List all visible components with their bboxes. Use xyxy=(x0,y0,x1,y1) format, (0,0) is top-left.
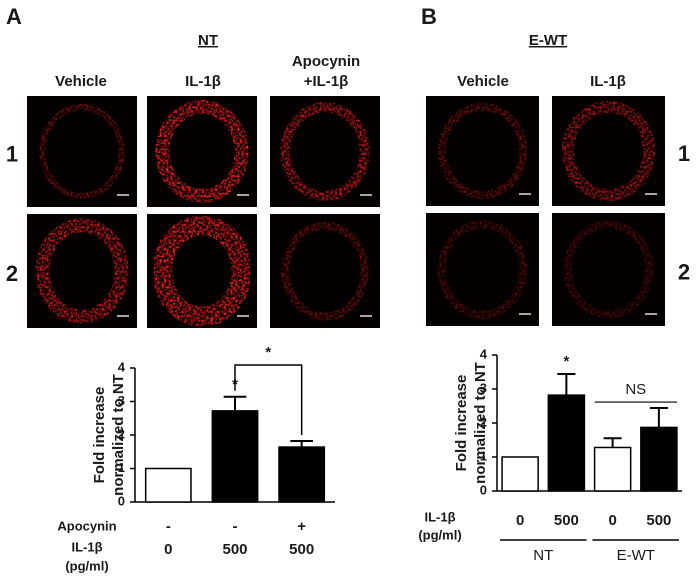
bar xyxy=(501,456,539,492)
bar xyxy=(547,394,586,492)
micrograph-stain xyxy=(437,220,528,319)
y-tick-label: 2 xyxy=(118,426,125,441)
vessel-ring xyxy=(563,220,654,319)
micrograph-stain xyxy=(35,218,129,324)
y-tick-label: 4 xyxy=(480,346,488,361)
micrograph-stain xyxy=(152,215,252,327)
vessel-ring xyxy=(152,215,252,327)
x-row-value: + xyxy=(297,518,306,535)
y-tick-label: 3 xyxy=(118,393,125,408)
y-tick-label: 1 xyxy=(480,448,487,463)
y-tick-label: 0 xyxy=(480,482,487,497)
vessel-ring xyxy=(437,220,528,319)
micrograph-stain xyxy=(280,102,370,201)
x-row-value: 0 xyxy=(608,512,616,529)
x-row-value: 500 xyxy=(554,512,579,529)
panel-label: A xyxy=(6,4,22,29)
bar xyxy=(640,426,678,492)
y-axis-label: Fold increase xyxy=(91,387,108,484)
y-tick-label: 1 xyxy=(118,460,125,475)
column-label: Vehicle xyxy=(55,73,107,90)
y-tick-label: 0 xyxy=(118,493,125,508)
bar xyxy=(211,410,259,503)
bar xyxy=(593,446,632,492)
x-row-value: 0 xyxy=(164,541,172,558)
vessel-ring xyxy=(155,100,249,203)
x-row-value: 500 xyxy=(646,512,671,529)
bar xyxy=(144,467,192,503)
micrograph-stain xyxy=(281,221,369,321)
x-row-value: 500 xyxy=(289,541,314,558)
vessel-ring xyxy=(281,221,369,321)
y-axis-label: normalized to NT xyxy=(110,374,127,496)
x-row-value: 500 xyxy=(222,541,247,558)
column-label: IL-1β xyxy=(185,73,221,90)
y-tick-label: 4 xyxy=(118,359,126,374)
ns-label: NS xyxy=(625,381,646,398)
vessel-ring xyxy=(437,103,528,199)
micrograph-stain xyxy=(155,100,249,203)
y-tick-label: 3 xyxy=(480,380,487,395)
significance-star: * xyxy=(265,344,271,361)
vessel-ring xyxy=(561,101,656,201)
row-label: 2 xyxy=(6,261,18,286)
micrograph-stain xyxy=(563,220,654,319)
micrograph-stain xyxy=(39,104,125,199)
micrograph-stain xyxy=(437,103,528,199)
column-label: IL-1β xyxy=(590,73,626,90)
group-label: NT xyxy=(198,32,218,49)
x-row-name: (pg/ml) xyxy=(418,527,461,542)
x-row-name: IL-1β xyxy=(424,509,455,524)
row-label: 2 xyxy=(678,259,690,284)
x-row-value: - xyxy=(166,518,171,535)
x-row-value: 0 xyxy=(516,512,524,529)
column-label: Apocynin xyxy=(292,53,360,70)
significance-bracket xyxy=(234,364,303,436)
bar xyxy=(278,446,326,503)
x-row-value: - xyxy=(233,518,238,535)
x-row-name: (pg/ml) xyxy=(65,558,108,573)
x-row-name: IL-1β xyxy=(71,539,102,554)
significance-star: * xyxy=(563,353,569,370)
vessel-ring xyxy=(35,218,129,324)
y-tick-label: 2 xyxy=(480,414,487,429)
y-axis-label: Fold increase xyxy=(453,375,470,472)
vessel-ring xyxy=(280,102,370,201)
row-label: 1 xyxy=(678,141,690,166)
y-axis-label: normalized to NT xyxy=(472,362,489,484)
micrograph-stain xyxy=(561,101,656,201)
group-label: E-WT xyxy=(617,547,655,564)
panel-label: B xyxy=(421,4,437,29)
group-label: E-WT xyxy=(529,32,567,49)
column-label: +IL-1β xyxy=(304,73,349,90)
row-label: 1 xyxy=(6,141,18,166)
x-row-name: Apocynin xyxy=(57,518,116,533)
column-label: Vehicle xyxy=(457,73,509,90)
vessel-ring xyxy=(39,104,125,199)
group-label: NT xyxy=(533,547,553,564)
